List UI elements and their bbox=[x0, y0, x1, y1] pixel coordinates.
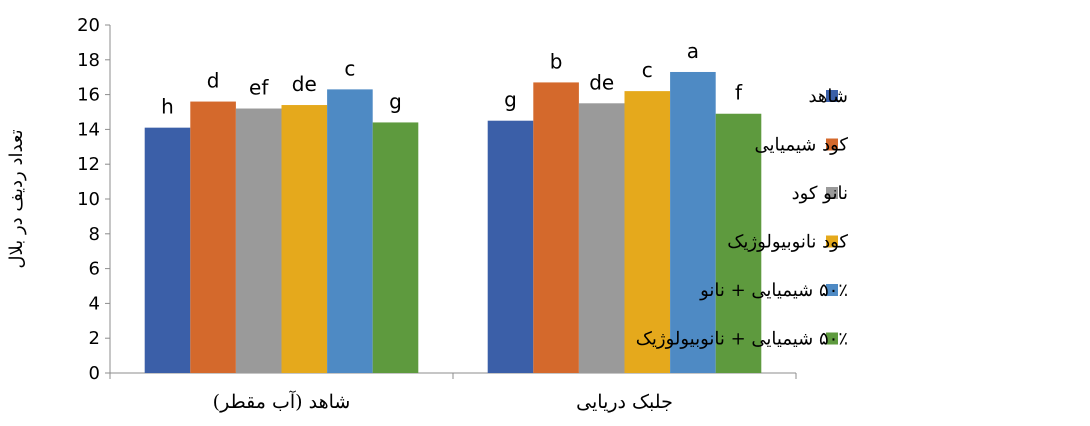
bar bbox=[670, 71, 716, 373]
legend-entry-label: نانو کود bbox=[792, 183, 848, 204]
bar bbox=[235, 108, 282, 374]
legend-swatch bbox=[826, 332, 838, 345]
y-tick-label: 0 bbox=[89, 363, 100, 384]
legend-entry-label: شاهد bbox=[808, 86, 848, 107]
x-category-label: شاهد (آب مقطر) bbox=[213, 390, 351, 413]
bar-significance-label: d bbox=[207, 69, 220, 93]
bar-significance-label: c bbox=[642, 58, 653, 82]
legend-swatch bbox=[826, 138, 838, 151]
bar-significance-label: a bbox=[687, 39, 699, 63]
y-tick-label: 14 bbox=[77, 119, 100, 140]
legend: شاهد کود شیمیایی نانو کود کود نانوبیولوژیک ۵… bbox=[636, 86, 849, 350]
y-tick-label: 16 bbox=[77, 85, 100, 106]
bar bbox=[327, 89, 373, 373]
bar bbox=[144, 127, 191, 373]
bar-significance-label: de bbox=[589, 70, 614, 94]
x-axis: شاهد (آب مقطر) جلبک دریایی bbox=[109, 372, 797, 413]
bar-significance-label: c bbox=[344, 56, 355, 80]
legend-swatch bbox=[826, 90, 838, 102]
y-tick-label: 18 bbox=[77, 50, 100, 71]
legend-entry-label: ۵۰٪ شیمیایی + نانوبیولوژیک bbox=[636, 329, 848, 350]
y-tick-label: 4 bbox=[89, 293, 100, 314]
y-tick-label: 20 bbox=[77, 15, 100, 36]
y-axis-label: تعداد ردیف در بلال bbox=[6, 129, 27, 268]
legend-swatch bbox=[826, 235, 838, 248]
bar bbox=[624, 91, 671, 374]
bar bbox=[281, 105, 328, 373]
legend-swatch bbox=[826, 284, 838, 296]
y-tick-label: 10 bbox=[77, 189, 100, 210]
legend-entry-label: ۵۰٪ شیمیایی + نانو bbox=[699, 280, 848, 301]
bar-significance-label: b bbox=[550, 49, 563, 73]
x-category-label: جلبک دریایی bbox=[576, 391, 673, 413]
bar-significance-label: f bbox=[735, 81, 743, 105]
legend-entry-label: کود شیمیایی bbox=[755, 135, 849, 156]
bar bbox=[487, 120, 534, 373]
bar-significance-label: g bbox=[389, 89, 402, 113]
y-axis: 0 2 4 6 8 10 12 14 16 18 20 bbox=[77, 15, 111, 384]
bar-significance-label: g bbox=[504, 88, 517, 112]
bar-significance-label: h bbox=[161, 95, 174, 119]
legend-entry-label: کود نانوبیولوژیک bbox=[727, 232, 848, 253]
bar-significance-label: de bbox=[292, 72, 317, 96]
y-tick-label: 6 bbox=[89, 259, 100, 280]
y-tick-label: 8 bbox=[89, 224, 100, 245]
bar bbox=[715, 113, 762, 374]
bar bbox=[533, 82, 579, 374]
bar bbox=[578, 103, 625, 374]
y-tick-label: 12 bbox=[77, 154, 100, 175]
bar bbox=[372, 122, 419, 373]
legend-swatch bbox=[826, 187, 838, 199]
bar-significance-label: ef bbox=[249, 76, 269, 100]
y-tick-label: 2 bbox=[89, 328, 100, 349]
bar bbox=[190, 101, 236, 373]
